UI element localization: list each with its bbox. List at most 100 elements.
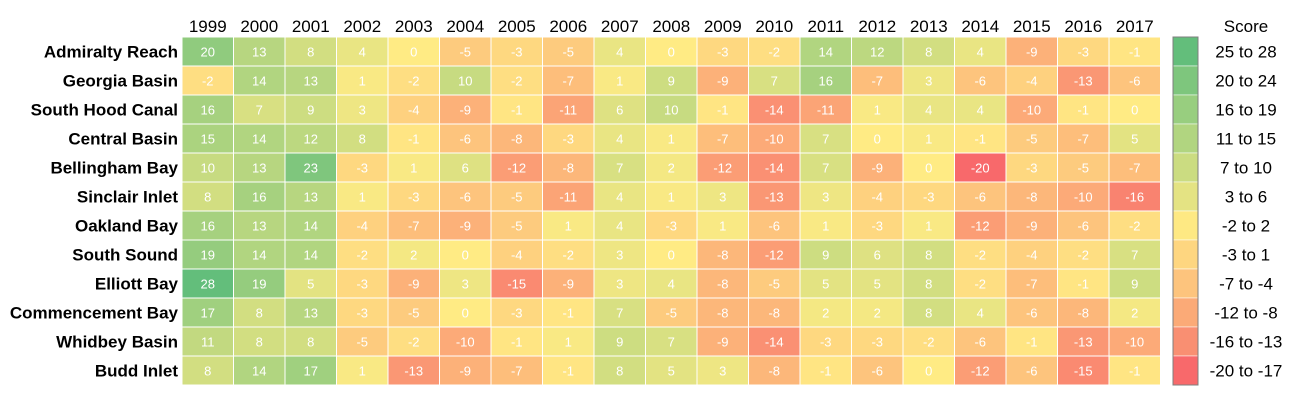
cell-value-label: -4: [1026, 74, 1038, 89]
heatmap-cell: [1108, 268, 1161, 299]
cell-value-label: 3: [462, 277, 469, 292]
cell-value-label: 1: [925, 132, 932, 147]
cell-value-label: 5: [822, 277, 829, 292]
cell-value-label: -3: [871, 219, 883, 234]
cell-value-label: -3: [408, 190, 420, 205]
cell-value-label: 9: [668, 74, 675, 89]
heatmap-cell: [542, 268, 595, 299]
heatmap-cell: [1057, 326, 1110, 357]
heatmap-cell: [1108, 210, 1161, 241]
heatmap-cell: [902, 123, 955, 154]
heatmap-cell: [336, 181, 389, 212]
location-label: Oakland Bay: [75, 217, 179, 236]
cell-value-label: -3: [665, 219, 677, 234]
location-label: South Hood Canal: [31, 101, 178, 120]
cell-value-label: 17: [304, 364, 318, 379]
cell-value-label: 5: [668, 364, 675, 379]
cell-value-label: -14: [765, 335, 784, 350]
heatmap-cell: [954, 355, 1007, 386]
heatmap-cell: [336, 65, 389, 96]
location-label: Admiralty Reach: [44, 43, 178, 62]
heatmap-cell: [336, 210, 389, 241]
cell-value-label: 1: [668, 190, 675, 205]
year-label: 2013: [910, 17, 948, 36]
cell-value-label: -1: [562, 306, 574, 321]
cell-value-label: -1: [1129, 364, 1141, 379]
heatmap-cell: [851, 36, 904, 67]
legend-label: -20 to -17: [1210, 362, 1283, 381]
year-label: 2012: [858, 17, 896, 36]
cell-value-label: -6: [974, 74, 986, 89]
legend-label: -2 to 2: [1222, 217, 1270, 236]
location-label: Budd Inlet: [95, 362, 178, 381]
location-label: Elliott Bay: [95, 275, 179, 294]
heatmap-cell: [284, 65, 337, 96]
cell-value-label: -5: [511, 219, 523, 234]
legend-label: 16 to 19: [1215, 101, 1276, 120]
cell-value-label: 7: [616, 306, 623, 321]
heatmap-cell: [439, 210, 492, 241]
cell-value-label: -2: [408, 335, 420, 350]
cell-value-label: -14: [765, 161, 784, 176]
heatmap-cell: [902, 181, 955, 212]
cell-value-label: 13: [252, 219, 266, 234]
cell-value-label: 3: [719, 190, 726, 205]
cell-value-label: -1: [1077, 103, 1089, 118]
heatmap-cell: [233, 210, 286, 241]
cell-value-label: -7: [408, 219, 420, 234]
cell-value-label: 7: [822, 132, 829, 147]
cell-value-label: 1: [565, 335, 572, 350]
cell-value-label: -1: [511, 335, 523, 350]
cell-value-label: 1: [565, 219, 572, 234]
cell-value-label: 8: [925, 306, 932, 321]
heatmap-cell: [645, 210, 698, 241]
cell-value-label: -10: [765, 132, 784, 147]
year-label: 2014: [961, 17, 999, 36]
cell-value-label: -5: [356, 335, 368, 350]
cell-value-label: 13: [304, 306, 318, 321]
cell-value-label: 9: [307, 103, 314, 118]
cell-value-label: 2: [410, 248, 417, 263]
cell-value-label: -7: [562, 74, 574, 89]
heatmap-cell: [387, 210, 440, 241]
cell-value-label: -6: [871, 364, 883, 379]
cell-value-label: -5: [1026, 132, 1038, 147]
cell-value-label: -2: [974, 248, 986, 263]
heatmap-cell: [748, 326, 801, 357]
cell-value-label: 20: [201, 45, 215, 60]
legend-swatch: [1172, 268, 1199, 299]
legend-swatch: [1172, 123, 1199, 154]
cell-value-label: -9: [871, 161, 883, 176]
heatmap-cell: [439, 36, 492, 67]
cell-value-label: -2: [511, 74, 523, 89]
cell-value-label: 12: [304, 132, 318, 147]
heatmap-cell: [593, 210, 646, 241]
cell-value-label: 8: [204, 364, 211, 379]
cell-value-label: 5: [1131, 132, 1138, 147]
legend-label: 11 to 15: [1216, 130, 1276, 149]
cell-value-label: 5: [307, 277, 314, 292]
heatmap-cell: [336, 268, 389, 299]
heatmap-cell: [284, 355, 337, 386]
cell-value-label: 14: [819, 45, 833, 60]
cell-value-label: -3: [356, 161, 368, 176]
heatmap-cell: [748, 65, 801, 96]
cell-value-label: -7: [1026, 277, 1038, 292]
cell-value-label: -7: [871, 74, 883, 89]
cell-value-label: 9: [822, 248, 829, 263]
cell-value-label: 4: [668, 277, 675, 292]
cell-value-label: 8: [307, 335, 314, 350]
cell-value-label: -2: [356, 248, 368, 263]
cell-value-label: -6: [459, 190, 471, 205]
heatmap-cell: [1005, 65, 1058, 96]
cell-value-label: 3: [616, 248, 623, 263]
heatmap-cell: [181, 181, 234, 212]
heatmap-cell: [593, 355, 646, 386]
cell-value-label: -9: [459, 219, 471, 234]
heatmap-cell: [902, 210, 955, 241]
cell-value-label: 1: [359, 190, 366, 205]
cell-value-label: 0: [925, 161, 932, 176]
legend-label: -16 to -13: [1210, 333, 1283, 352]
heatmap-cell: [181, 210, 234, 241]
cell-value-label: 0: [462, 248, 469, 263]
